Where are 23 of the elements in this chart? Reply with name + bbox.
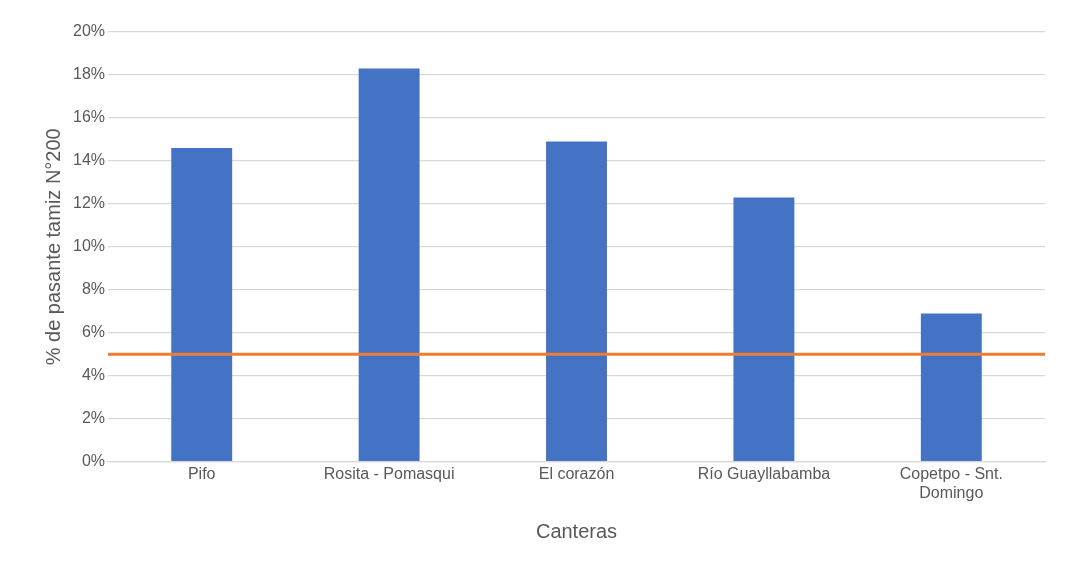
y-tick-label: 4% <box>81 366 106 384</box>
y-tick-label: 16% <box>72 108 106 126</box>
y-tick-label: 6% <box>81 323 106 341</box>
y-tick-label: 0% <box>81 452 106 470</box>
y-tick-label: 12% <box>72 194 106 212</box>
y-tick-label: 14% <box>72 151 106 169</box>
y-tick-label: 8% <box>81 280 106 298</box>
bar <box>546 141 607 461</box>
x-axis-title: Canteras <box>535 519 618 542</box>
x-tick-label: Rosita - Pomasqui <box>323 464 455 482</box>
bar <box>358 68 420 461</box>
x-tick-label: El corazón <box>538 464 615 482</box>
y-tick-label: 18% <box>72 65 106 83</box>
bar <box>920 313 982 461</box>
y-axis-title: % de pasante tamiz N°200 <box>41 128 64 366</box>
x-tick-label: Río Guayllabamba <box>697 464 831 482</box>
x-tick-label: Copetpo - Snt. Domingo <box>899 464 1003 501</box>
y-tick-label: 10% <box>72 237 106 255</box>
bar <box>171 147 233 461</box>
x-tick-label: Pifo <box>187 464 216 482</box>
y-tick-label: 20% <box>72 22 106 40</box>
bar <box>733 197 795 461</box>
y-tick-label: 2% <box>81 409 106 427</box>
